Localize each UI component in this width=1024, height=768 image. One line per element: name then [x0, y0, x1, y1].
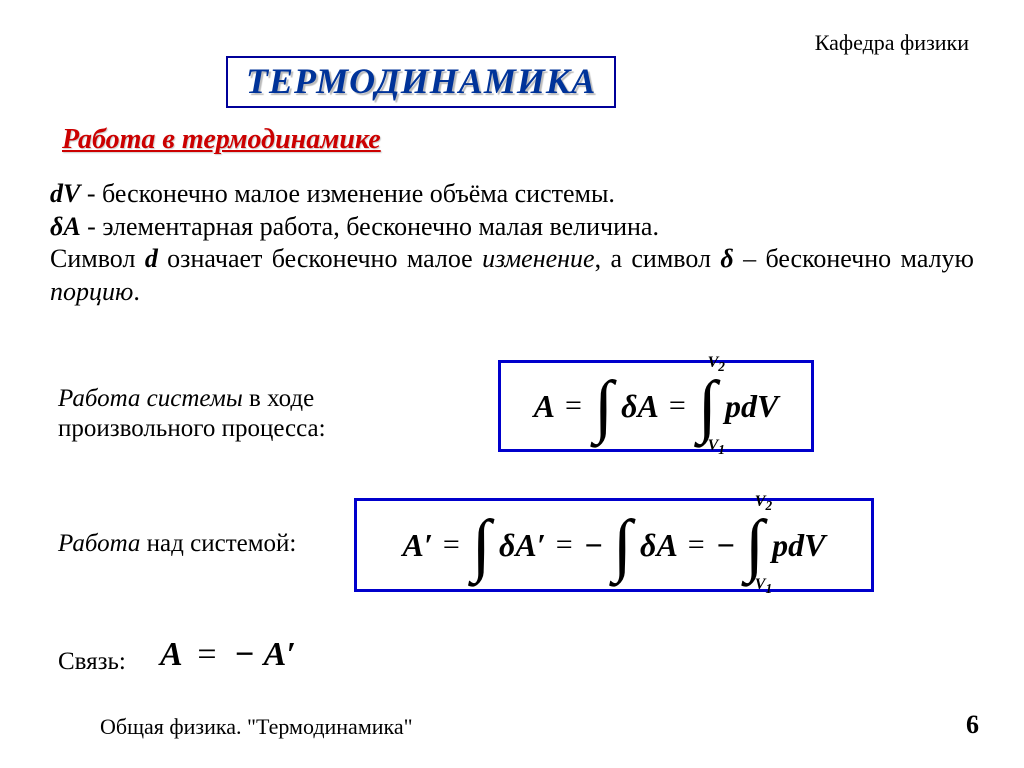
f1-dA: δA	[621, 388, 659, 425]
f1-int1: ∫	[592, 382, 615, 431]
on-system-label: Работа над системой:	[58, 530, 296, 558]
r1-c: произвольного процесса:	[58, 415, 326, 442]
line3-part-d2: – бесконечно малую	[734, 244, 974, 273]
r1-b: в ходе	[243, 385, 314, 412]
f1-int2: V2 ∫ V1	[696, 382, 719, 431]
title-box: ТЕРМОДИНАМИКА	[226, 56, 616, 108]
delta-symbol: δ	[720, 244, 733, 273]
formula-box-2: A′ = ∫ δA′ = − ∫ δA = − V2 ∫ V1 pdV	[354, 498, 874, 592]
r1-a: Работа системы	[58, 385, 243, 412]
relation-formula: A = − A′	[160, 636, 296, 674]
f2-lower: V1	[755, 576, 772, 597]
department-label: Кафедра физики	[815, 30, 969, 56]
portion-word: порцию	[50, 277, 133, 306]
f1-eq1: =	[565, 389, 582, 423]
f2-upper: V2	[755, 493, 772, 514]
dv-symbol: dV	[50, 179, 80, 208]
integral-icon: ∫	[745, 521, 764, 570]
subtitle: Работа в термодинамике	[62, 124, 381, 156]
definitions-block: dV - бесконечно малое изменение объёма с…	[50, 178, 974, 308]
dv-text: - бесконечно малое изменение объёма сист…	[80, 179, 615, 208]
line3-part-e: .	[133, 277, 140, 306]
integral-icon: ∫	[594, 382, 613, 431]
d-symbol: d	[145, 244, 158, 273]
da-symbol: δA	[50, 212, 81, 241]
f1-eq2: =	[669, 389, 686, 423]
f1-lower: V1	[708, 437, 725, 458]
f2-int1: ∫	[470, 521, 493, 570]
line3-part-c: , а символ	[595, 244, 721, 273]
f2-int3: V2 ∫ V1	[743, 521, 766, 570]
f2-eq2: =	[556, 528, 573, 562]
page-number: 6	[966, 710, 979, 740]
integral-icon: ∫	[698, 382, 717, 431]
da-text: - элементарная работа, бесконечно малая …	[81, 212, 659, 241]
f1-A: A	[534, 388, 555, 425]
f2-dAp: δA′	[499, 527, 546, 564]
f2-eq3: =	[688, 528, 705, 562]
f2-int2: ∫	[611, 521, 634, 570]
r2-b: над системой:	[140, 530, 296, 557]
integral-icon: ∫	[472, 521, 491, 570]
line3-part-b: означает бесконечно малое	[158, 244, 482, 273]
r2-a: Работа	[58, 530, 140, 557]
formula-box-1: A = ∫ δA = V2 ∫ V1 pdV	[498, 360, 814, 452]
f2-Ap: A′	[403, 527, 433, 564]
rel-minus: −	[235, 636, 254, 673]
formula-1: A = ∫ δA = V2 ∫ V1 pdV	[534, 382, 779, 431]
formula-2: A′ = ∫ δA′ = − ∫ δA = − V2 ∫ V1 pdV	[403, 521, 826, 570]
f2-dA: δA	[640, 527, 678, 564]
main-title: ТЕРМОДИНАМИКА	[246, 60, 596, 102]
line3-part-a: Символ	[50, 244, 145, 273]
rel-Ap: A′	[264, 636, 296, 673]
f2-eq1: =	[443, 528, 460, 562]
f2-minus1: −	[585, 527, 603, 564]
rel-A: A	[160, 636, 181, 673]
integral-icon: ∫	[613, 521, 632, 570]
f2-minus2: −	[717, 527, 735, 564]
f1-upper: V2	[708, 354, 725, 375]
change-word: изменение	[482, 244, 595, 273]
f2-pdV: pdV	[772, 527, 825, 564]
relation-label: Связь:	[58, 648, 126, 676]
rel-eq: =	[197, 636, 216, 673]
f1-pdV: pdV	[725, 388, 778, 425]
footer-course: Общая физика. "Термодинамика"	[100, 714, 413, 740]
system-work-label: Работа системы в ходе произвольного проц…	[58, 384, 326, 444]
